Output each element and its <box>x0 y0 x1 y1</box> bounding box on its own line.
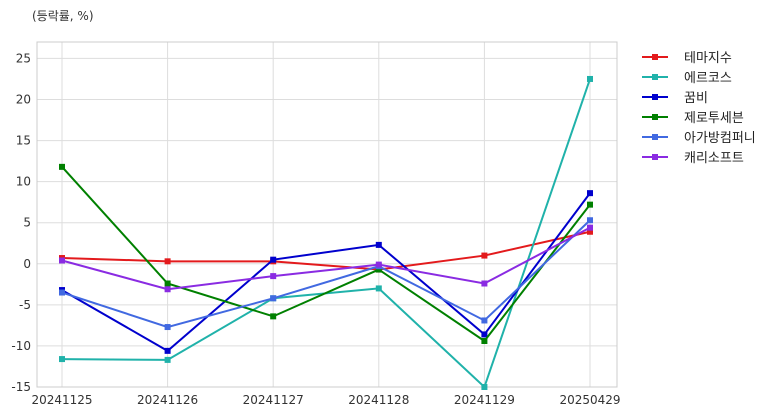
x-tick-label: 20241127 <box>243 393 304 407</box>
series-line <box>61 230 591 271</box>
data-point <box>481 338 488 344</box>
series-line <box>61 219 591 329</box>
x-tick-label: 20241128 <box>348 393 409 407</box>
x-axis: 20241125 20241126 20241127 20241128 20241129… <box>31 393 620 407</box>
data-point <box>270 313 277 320</box>
data-point <box>164 280 171 287</box>
legend-marker <box>652 94 658 100</box>
legend-label: 제로투세븐 <box>684 111 744 126</box>
legend-marker <box>652 154 658 160</box>
series <box>59 224 593 293</box>
y-tick-label: 0 <box>23 257 31 271</box>
legend-item: 테마지수 <box>642 51 732 66</box>
legend-item: 캐리소프트 <box>642 151 744 166</box>
series-line <box>61 78 591 389</box>
y-tick-label: 25 <box>16 51 31 65</box>
series-group <box>59 75 593 390</box>
data-point <box>270 256 277 263</box>
data-point <box>164 286 171 293</box>
legend-item: 아가방컴퍼니 <box>642 131 756 146</box>
y-tick-label: 15 <box>16 134 31 148</box>
data-point <box>59 356 65 363</box>
y-tick-label: 5 <box>23 216 31 230</box>
legend-item: 제로투세븐 <box>642 111 744 126</box>
series <box>59 217 593 331</box>
data-point <box>375 266 382 273</box>
unit-label: (등락률, %) <box>32 9 94 23</box>
data-point <box>587 190 593 197</box>
y-tick-label: 20 <box>16 93 31 107</box>
y-tick-label: -15 <box>11 380 31 394</box>
legend-label: 꿈비 <box>684 91 708 106</box>
data-point <box>59 163 65 170</box>
x-tick-label: 20241126 <box>137 393 198 407</box>
data-point <box>59 257 65 264</box>
data-point <box>375 285 382 292</box>
series-line <box>61 192 591 353</box>
legend-label: 테마지수 <box>684 51 732 66</box>
data-point <box>587 228 593 235</box>
data-point <box>164 324 171 331</box>
y-tick-label: -10 <box>11 339 31 353</box>
y-axis: -15 -10 -5 0 5 10 15 20 25 <box>11 51 31 394</box>
legend-label: 아가방컴퍼니 <box>684 131 756 146</box>
y-tick-label: -5 <box>19 298 31 312</box>
data-point <box>587 201 593 208</box>
y-tick-label: 10 <box>16 175 31 189</box>
legend-label: 캐리소프트 <box>684 151 744 166</box>
data-point <box>164 347 171 354</box>
series <box>59 163 593 344</box>
data-point <box>481 384 488 390</box>
data-point <box>587 217 593 224</box>
legend-item: 에르코스 <box>642 71 732 86</box>
data-point <box>587 224 593 231</box>
series <box>59 75 593 390</box>
series-line <box>61 166 591 343</box>
legend-item: 꿈비 <box>642 91 708 106</box>
series <box>59 190 593 354</box>
data-point <box>59 289 65 296</box>
data-point <box>164 356 171 363</box>
legend-marker <box>652 134 658 140</box>
data-point <box>164 258 171 265</box>
grid <box>37 42 617 388</box>
legend-marker <box>652 114 658 120</box>
x-tick-label: 20250429 <box>559 393 620 407</box>
data-point <box>375 261 382 268</box>
series-line <box>61 226 591 291</box>
data-point <box>375 241 382 248</box>
data-point <box>481 252 488 259</box>
data-point <box>481 317 488 324</box>
legend-label: 에르코스 <box>684 71 732 86</box>
plot-area <box>36 41 618 388</box>
legend-marker <box>652 54 658 60</box>
legend-marker <box>652 74 658 80</box>
data-point <box>481 280 488 287</box>
data-point <box>270 295 277 302</box>
data-point <box>481 331 488 338</box>
x-tick-label: 20241125 <box>31 393 92 407</box>
data-point <box>270 273 277 280</box>
x-tick-label: 20241129 <box>454 393 515 407</box>
data-point <box>587 75 593 82</box>
